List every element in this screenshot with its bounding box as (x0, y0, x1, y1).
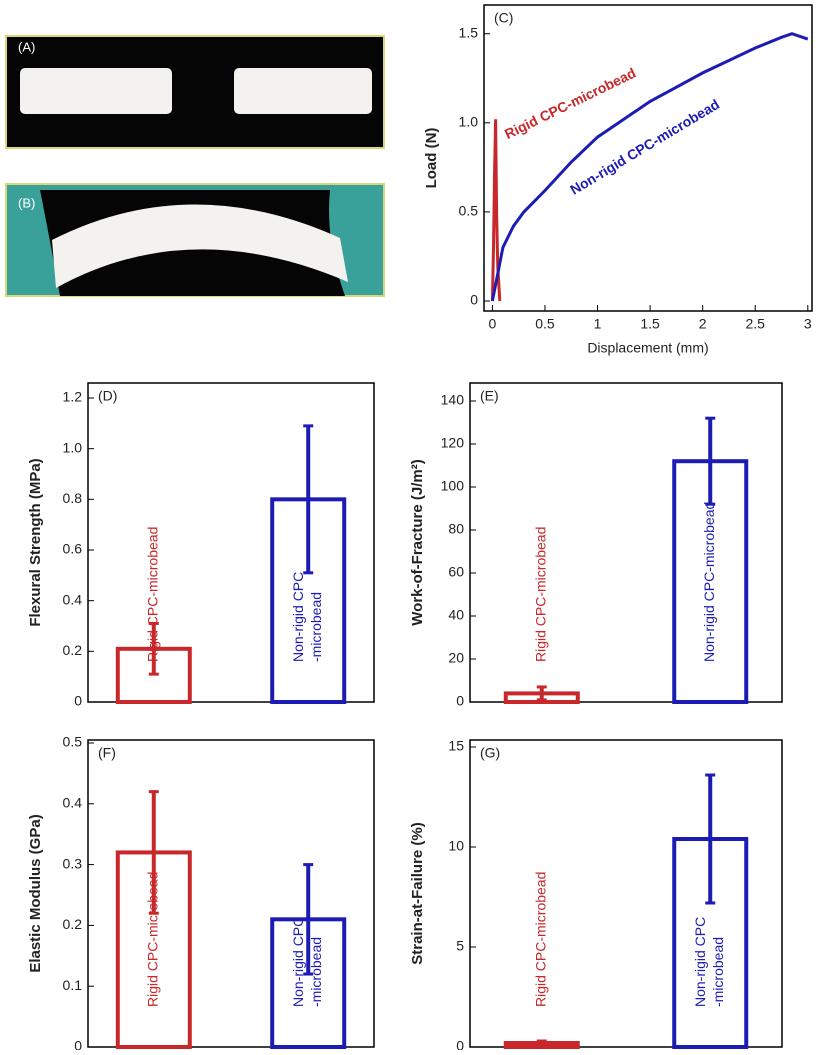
photo-a: (A) (5, 35, 385, 149)
x-axis-label: Displacement (mm) (587, 340, 708, 356)
x-tick-label: 2.5 (745, 316, 765, 332)
photo-b: (B) (5, 183, 385, 297)
y-tick-label: 0.1 (63, 977, 83, 993)
x-tick-label: 1.5 (640, 316, 660, 332)
y-tick-label: 5 (456, 938, 464, 954)
y-tick-label: 0 (456, 693, 464, 709)
category-label: -microbead (308, 937, 324, 1007)
plot-frame (483, 4, 813, 312)
y-tick-label: 0 (470, 292, 478, 308)
y-tick-label: 1.2 (63, 389, 83, 405)
category-label: Non-rigid CPC (290, 917, 306, 1007)
y-tick-label: 100 (441, 478, 465, 494)
category-label: -microbead (308, 592, 324, 662)
panel-label: (D) (98, 388, 117, 404)
category-label: Rigid CPC-microbead (144, 527, 160, 662)
y-tick-label: 0.4 (63, 591, 83, 607)
photo-label: (A) (18, 39, 35, 54)
x-tick-label: 1 (594, 316, 602, 332)
y-tick-label: 1.0 (459, 114, 479, 130)
category-label: Rigid CPC-microbead (144, 872, 160, 1007)
category-label: -microbead (710, 937, 726, 1007)
series-label: Non-rigid CPC-microbead (567, 96, 722, 198)
plot-frame (469, 382, 783, 703)
line-series (490, 32, 809, 302)
x-tick-label: 2 (699, 316, 707, 332)
x-tick-label: 0.5 (535, 316, 555, 332)
x-tick-label: 3 (804, 316, 812, 332)
category-label: Rigid CPC-microbead (532, 527, 548, 662)
y-tick-label: 0.8 (63, 490, 83, 506)
y-tick-label: 0.2 (63, 642, 83, 658)
plot-frame (87, 739, 375, 1048)
y-tick-label: 0 (456, 1038, 464, 1050)
category-label: Rigid CPC-microbead (532, 872, 548, 1007)
y-axis-label: Load (N) (423, 128, 440, 189)
y-axis-label: Strain-at-Failure (%) (409, 822, 426, 965)
y-tick-label: 0.5 (459, 203, 479, 219)
panel-label: (F) (98, 745, 116, 761)
photo-label: (B) (18, 195, 35, 210)
y-tick-label: 140 (441, 392, 465, 408)
y-tick-label: 0.4 (63, 795, 83, 811)
y-tick-label: 0.6 (63, 541, 83, 557)
category-label: Non-rigid CPC (692, 917, 708, 1007)
panel-label: (E) (480, 388, 499, 404)
category-label: Non-rigid CPC (290, 572, 306, 662)
y-tick-label: 15 (448, 738, 464, 754)
y-tick-label: 1.5 (459, 24, 479, 40)
category-label: Non-rigid CPC-microbead (701, 502, 717, 662)
y-axis-label: Work-of-Fracture (J/m²) (409, 459, 426, 625)
y-tick-label: 0 (74, 1038, 82, 1050)
line-series (490, 119, 502, 302)
y-axis-label: Flexural Strength (MPa) (27, 458, 44, 626)
series-label: Rigid CPC-microbead (502, 65, 638, 142)
plot-frame (469, 739, 783, 1048)
panel-label: (C) (494, 10, 513, 26)
panel-label: (G) (480, 745, 500, 761)
y-tick-label: 20 (448, 650, 464, 666)
y-tick-label: 0.5 (63, 734, 83, 750)
y-tick-label: 80 (448, 521, 464, 537)
y-tick-label: 120 (441, 435, 465, 451)
y-tick-label: 0.3 (63, 855, 83, 871)
y-axis-label: Elastic Modulus (GPa) (27, 814, 44, 972)
plot-frame (87, 382, 375, 703)
y-tick-label: 10 (448, 838, 464, 854)
x-tick-label: 0 (489, 316, 497, 332)
y-tick-label: 40 (448, 607, 464, 623)
y-tick-label: 60 (448, 564, 464, 580)
y-tick-label: 0.2 (63, 916, 83, 932)
y-tick-label: 0 (74, 693, 82, 709)
y-tick-label: 1.0 (63, 439, 83, 455)
